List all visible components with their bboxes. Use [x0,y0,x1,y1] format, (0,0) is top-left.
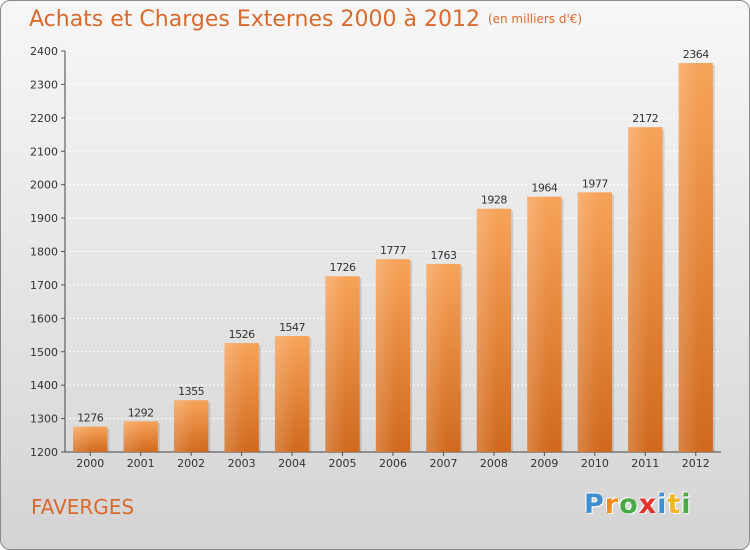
y-tick-label-2100: 2100 [30,145,58,158]
bar-highlight-2002 [173,400,209,452]
data-label-2002: 1355 [178,385,204,398]
data-label-2004: 1547 [279,321,305,334]
x-tick-label-2011: 2011 [631,457,659,470]
bar-highlight-2011 [628,127,663,452]
y-tick-label-2400: 2400 [30,45,58,58]
x-tick-label-2002: 2002 [177,457,205,470]
bar-highlight-2005 [325,276,360,452]
logo-letter-3: x [638,489,658,520]
bar-highlight-2001 [123,421,158,452]
chart-title: Achats et Charges Externes 2000 à 2012 (e… [29,7,582,32]
y-tick-label-2000: 2000 [30,179,58,192]
y-tick-label-1700: 1700 [30,279,58,292]
bar-highlight-2006 [375,259,411,452]
y-tick-label-1400: 1400 [30,379,58,392]
x-tick-label-2007: 2007 [429,457,457,470]
y-tick-label-1900: 1900 [30,212,58,225]
y-tick-label-1600: 1600 [30,312,58,325]
data-label-2000: 1276 [77,412,103,425]
x-tick-label-2006: 2006 [379,457,407,470]
data-label-2009: 1964 [531,182,557,195]
x-tick-label-2008: 2008 [480,457,508,470]
x-tick-label-2004: 2004 [278,457,306,470]
logo-letter-4: i [657,489,668,520]
y-tick-label-1800: 1800 [30,246,58,259]
data-label-2003: 1526 [229,328,255,341]
x-tick-label-2012: 2012 [682,457,710,470]
logo-letter-0: P [584,489,605,520]
chart-title-text: Achats et Charges Externes 2000 à 2012 [29,7,480,32]
bar-highlight-2010 [577,192,613,453]
proxiti-logo: Proxiti [584,489,692,520]
logo-letter-6: i [681,489,692,520]
data-label-2006: 1777 [380,244,406,257]
x-tick-label-2000: 2000 [76,457,104,470]
bar-highlight-2012 [678,63,713,452]
bar-highlight-2008 [476,208,512,452]
data-label-2005: 1726 [330,261,356,274]
data-label-2001: 1292 [128,406,154,419]
y-tick-label-1300: 1300 [30,413,58,426]
y-tick-label-1500: 1500 [30,346,58,359]
logo-letter-2: o [619,489,639,520]
chart-unit-note: (en milliers d'€) [487,12,583,26]
y-tick-label-2200: 2200 [30,112,58,125]
logo-letter-5: t [667,489,682,520]
bar-highlight-2004 [274,336,310,452]
x-tick-label-2003: 2003 [228,457,256,470]
logo-letter-1: r [604,489,620,520]
x-tick-label-2010: 2010 [581,457,609,470]
data-label-2012: 2364 [683,48,709,61]
data-label-2008: 1928 [481,194,507,207]
y-tick-label-2300: 2300 [30,78,58,91]
x-tick-label-2005: 2005 [329,457,357,470]
place-name: FAVERGES [31,495,135,519]
bar-highlight-2009 [527,196,562,452]
bar-highlight-2003 [224,343,259,452]
y-tick-label-1200: 1200 [30,446,58,459]
x-tick-label-2009: 2009 [530,457,558,470]
bar-highlight-2000 [73,426,108,452]
data-label-2011: 2172 [632,112,658,125]
data-label-2007: 1763 [430,249,456,262]
data-label-2010: 1977 [582,177,608,190]
x-tick-label-2001: 2001 [127,457,155,470]
bar-highlight-2007 [426,263,461,452]
